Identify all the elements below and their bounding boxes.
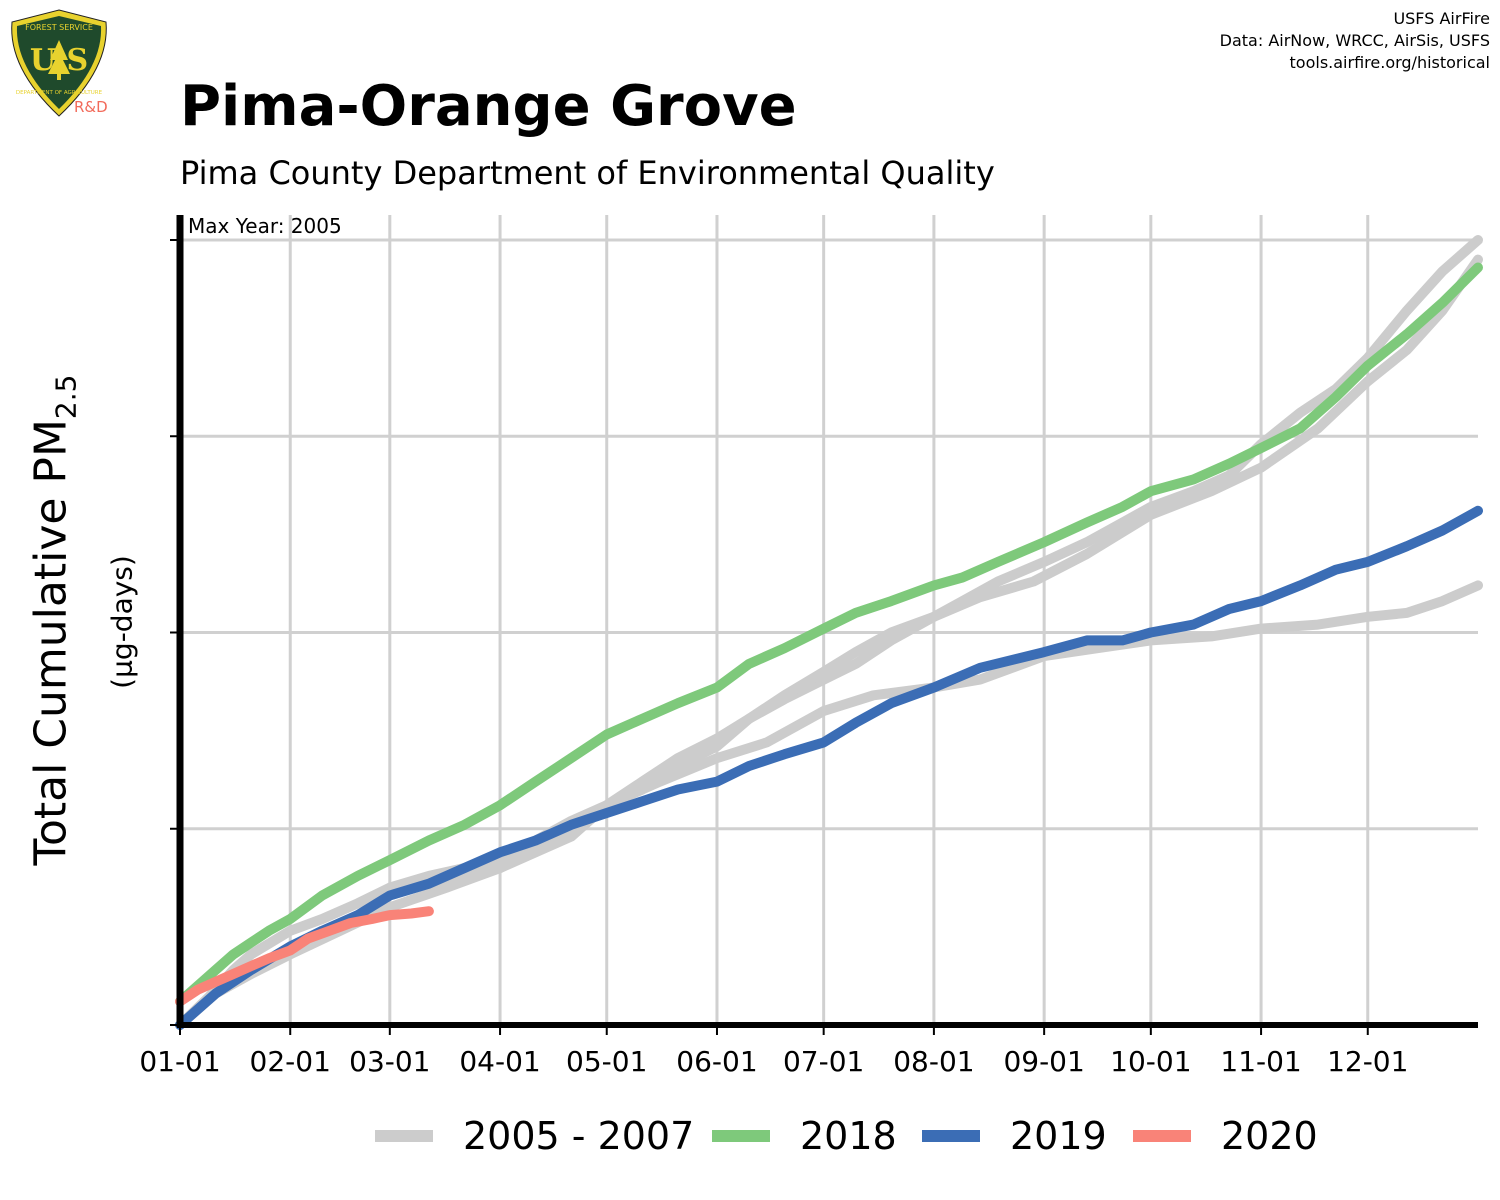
series-line — [175, 505, 1483, 1030]
legend-swatch — [375, 1130, 433, 1142]
chart-legend: 2005 - 2007 2018 2019 2020 — [0, 1112, 1500, 1162]
chart-ticks: 01-01 02-01 03-01 04-01 05-01 06-01 07-01 08-01… — [139, 239, 1408, 1078]
page-subtitle: Pima County Department of Environmental … — [180, 154, 995, 192]
tree-icon — [48, 40, 70, 80]
legend-swatch — [1133, 1130, 1191, 1142]
legend-label: 2019 — [1010, 1114, 1107, 1158]
legend-label: 2020 — [1221, 1114, 1318, 1158]
x-tick-label: 11-01 — [1220, 1045, 1301, 1078]
x-tick-label: 10-01 — [1110, 1045, 1191, 1078]
logo-rd-badge: R&D — [74, 98, 108, 116]
credit-line-source: USFS AirFire — [1393, 9, 1490, 28]
legend-label: 2005 - 2007 — [463, 1114, 695, 1158]
x-tick-label: 12-01 — [1327, 1045, 1408, 1078]
x-tick-label: 05-01 — [566, 1045, 647, 1078]
x-tick-label: 03-01 — [349, 1045, 430, 1078]
legend-swatch — [712, 1130, 770, 1142]
page-title: Pima-Orange Grove — [180, 74, 797, 139]
chart-series — [175, 235, 1483, 1030]
series-line — [175, 262, 1483, 1007]
usfs-shield-logo: FOREST SERVICE U S DEPARTMENT OF AGRICUL… — [11, 9, 107, 117]
max-year-annotation: Max Year: 2005 — [188, 214, 342, 238]
credits-block: USFS AirFire Data: AirNow, WRCC, AirSis,… — [1220, 8, 1490, 74]
series-line — [175, 580, 1483, 1030]
x-tick-label: 07-01 — [783, 1045, 864, 1078]
series-2019 — [175, 505, 1483, 1030]
credit-line-data: Data: AirNow, WRCC, AirSis, USFS — [1219, 31, 1490, 50]
x-tick-label: 08-01 — [893, 1045, 974, 1078]
series-2018 — [175, 262, 1483, 1007]
logo-top-text: FOREST SERVICE — [25, 23, 93, 32]
series-2020 — [175, 906, 434, 1007]
x-tick-label: 01-01 — [139, 1045, 220, 1078]
legend-swatch — [922, 1130, 980, 1142]
legend-label: 2018 — [800, 1114, 897, 1158]
x-tick-label: 06-01 — [676, 1045, 757, 1078]
x-tick-label: 04-01 — [459, 1045, 540, 1078]
x-tick-label: 02-01 — [250, 1045, 331, 1078]
x-tick-label: 09-01 — [1003, 1045, 1084, 1078]
series-line — [175, 906, 434, 1007]
credit-line-url: tools.airfire.org/historical — [1289, 53, 1490, 72]
logo-bottom-text: DEPARTMENT OF AGRICULTURE — [16, 90, 103, 96]
